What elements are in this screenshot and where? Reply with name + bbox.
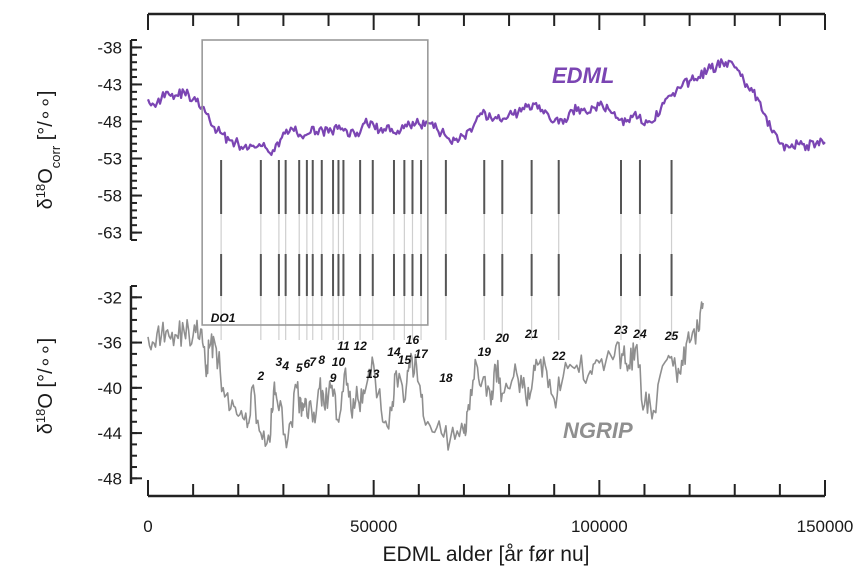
event-label: 16 <box>406 333 420 347</box>
y-tick-label: -43 <box>97 75 122 94</box>
y-tick-label: -48 <box>97 112 122 131</box>
event-label: 6 <box>304 357 311 371</box>
event-label: 10 <box>332 355 346 369</box>
ngrip-series-line <box>147 301 704 451</box>
tick-layer <box>131 14 826 496</box>
event-label: 12 <box>353 339 367 353</box>
x-tick-label: 50000 <box>350 517 397 536</box>
event-label: 7 <box>309 355 317 369</box>
event-label: 22 <box>551 349 566 363</box>
x-tick-label: 100000 <box>571 517 628 536</box>
zoom-box <box>201 39 429 326</box>
event-label: 18 <box>439 371 453 385</box>
y-tick-label: -48 <box>97 469 122 488</box>
edml-series-line <box>146 58 826 156</box>
label-layer: 0 50000 100000 150000 -38 -43 -48 -53 -58 -63 -32 -… <box>97 38 853 536</box>
event-label: 23 <box>613 323 628 337</box>
y-tick-label: -36 <box>97 334 122 353</box>
event-label: 11 <box>337 339 350 353</box>
event-label: 25 <box>664 329 679 343</box>
event-label: 17 <box>414 347 429 361</box>
y-tick-label: -58 <box>97 187 122 206</box>
event-label: 9 <box>330 371 337 385</box>
event-label: 19 <box>478 345 492 359</box>
series-layer <box>146 58 826 451</box>
x-axis-title: EDML alder [år før nu] <box>383 543 590 566</box>
y-tick-label: -44 <box>97 424 122 443</box>
ngrip-y-axis-title: δ18O [°/∘∘] <box>33 338 58 434</box>
edml-y-axis-title: δ18Ocorr [°/∘∘] <box>33 91 63 210</box>
event-label: 14 <box>387 345 401 359</box>
event-label: 3 <box>276 355 283 369</box>
edml-series-label: EDML <box>552 63 614 88</box>
event-label: 15 <box>398 353 412 367</box>
event-label: 13 <box>366 367 380 381</box>
zoom-box-layer <box>201 39 429 326</box>
y-tick-label: -40 <box>97 379 122 398</box>
x-tick-label: 0 <box>143 517 152 536</box>
event-label: 5 <box>296 361 303 375</box>
event-connector-layer <box>220 160 673 340</box>
event-label: 21 <box>524 327 539 341</box>
y-tick-label: -63 <box>97 224 122 243</box>
event-label: 8 <box>318 353 325 367</box>
event-label: 2 <box>256 369 264 383</box>
y-tick-label: -53 <box>97 150 122 169</box>
event-label: DO1 <box>211 311 236 325</box>
event-label: 4 <box>281 359 289 373</box>
y-tick-label: -38 <box>97 38 122 57</box>
y-tick-label: -32 <box>97 288 122 307</box>
ngrip-series-label: NGRIP <box>563 418 633 443</box>
event-label: 20 <box>495 331 510 345</box>
x-tick-label: 150000 <box>797 517 854 536</box>
event-label: 24 <box>632 327 647 341</box>
